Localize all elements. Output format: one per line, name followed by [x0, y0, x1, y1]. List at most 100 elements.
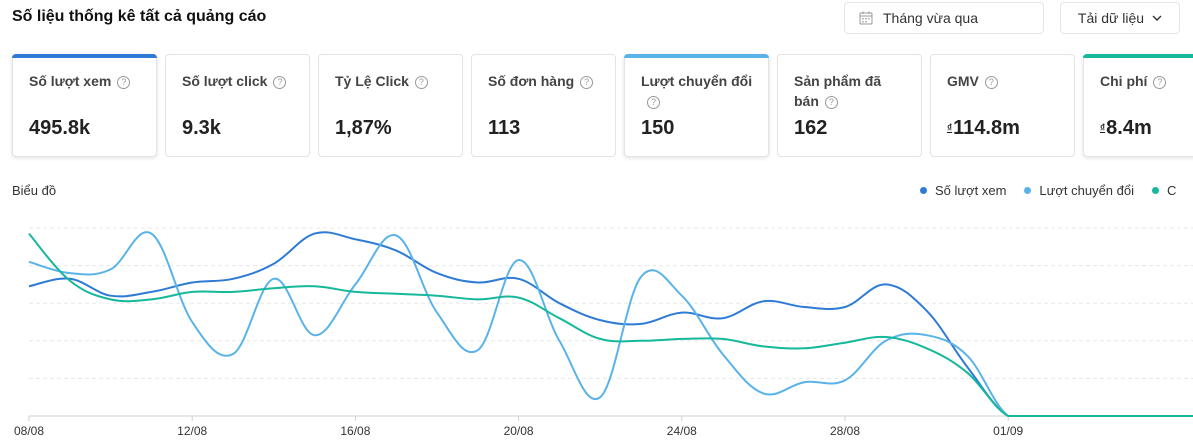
data-point[interactable]: [926, 310, 928, 312]
data-point[interactable]: [395, 235, 397, 237]
data-point[interactable]: [844, 306, 846, 308]
metric-card[interactable]: Sản phẩm đã bán? 162: [777, 54, 922, 157]
data-point[interactable]: [314, 233, 316, 235]
data-point[interactable]: [518, 278, 520, 280]
data-point[interactable]: [150, 298, 152, 300]
help-icon[interactable]: ?: [647, 96, 660, 109]
data-point[interactable]: [762, 300, 764, 302]
data-point[interactable]: [273, 263, 275, 265]
data-point[interactable]: [273, 287, 275, 289]
help-icon[interactable]: ?: [984, 76, 998, 89]
data-point[interactable]: [150, 233, 152, 235]
data-point[interactable]: [436, 272, 438, 274]
data-point[interactable]: [722, 338, 724, 340]
data-point[interactable]: [232, 353, 234, 355]
data-point[interactable]: [803, 381, 805, 383]
legend-item[interactable]: C: [1151, 183, 1176, 198]
data-point[interactable]: [640, 276, 642, 278]
data-point[interactable]: [191, 282, 193, 284]
data-point[interactable]: [477, 349, 479, 351]
help-icon[interactable]: ?: [414, 76, 428, 89]
data-point[interactable]: [926, 334, 928, 336]
data-point[interactable]: [558, 340, 560, 342]
data-point[interactable]: [640, 340, 642, 342]
data-point[interactable]: [966, 355, 968, 357]
metric-card[interactable]: Chi phí? ₫8.4m: [1083, 54, 1193, 157]
data-point[interactable]: [966, 366, 968, 368]
help-icon[interactable]: ?: [117, 76, 131, 89]
help-icon[interactable]: ?: [273, 76, 287, 89]
data-point[interactable]: [110, 295, 112, 297]
metric-card[interactable]: Số lượt xem? 495.8k: [12, 54, 157, 157]
metric-card[interactable]: Lượt chuyển đổi? 150: [624, 54, 769, 157]
data-point[interactable]: [314, 334, 316, 336]
legend-item[interactable]: Lượt chuyển đổi: [1024, 183, 1134, 198]
data-point[interactable]: [477, 282, 479, 284]
date-range-picker[interactable]: Tháng vừa qua: [844, 2, 1044, 34]
data-point[interactable]: [477, 298, 479, 300]
data-point[interactable]: [844, 379, 846, 381]
data-point[interactable]: [681, 312, 683, 314]
data-point[interactable]: [354, 238, 356, 240]
data-point[interactable]: [885, 336, 887, 338]
data-point[interactable]: [354, 283, 356, 285]
data-point[interactable]: [885, 340, 887, 342]
data-point[interactable]: [314, 285, 316, 287]
data-point[interactable]: [722, 353, 724, 355]
data-point[interactable]: [273, 278, 275, 280]
data-point[interactable]: [232, 291, 234, 293]
data-point[interactable]: [28, 285, 30, 287]
data-point[interactable]: [191, 321, 193, 323]
metric-card[interactable]: Tỷ Lệ Click? 1,87%: [318, 54, 463, 157]
data-point[interactable]: [558, 317, 560, 319]
data-point[interactable]: [966, 372, 968, 374]
metric-card[interactable]: GMV? ₫114.8m: [930, 54, 1075, 157]
data-point[interactable]: [436, 312, 438, 314]
help-icon[interactable]: ?: [580, 76, 594, 89]
metric-card[interactable]: Số lượt click? 9.3k: [165, 54, 310, 157]
data-point[interactable]: [722, 317, 724, 319]
data-point[interactable]: [681, 338, 683, 340]
data-point[interactable]: [762, 392, 764, 394]
legend-item[interactable]: Số lượt xem: [920, 183, 1006, 198]
data-point[interactable]: [395, 293, 397, 295]
data-point[interactable]: [354, 291, 356, 293]
data-point[interactable]: [110, 298, 112, 300]
data-point[interactable]: [1007, 415, 1009, 417]
data-point[interactable]: [1170, 415, 1172, 417]
data-point[interactable]: [150, 291, 152, 293]
data-point[interactable]: [926, 347, 928, 349]
data-point[interactable]: [191, 291, 193, 293]
data-point[interactable]: [1130, 415, 1132, 417]
data-point[interactable]: [28, 261, 30, 263]
card-value: 9.3k: [182, 117, 221, 140]
download-data-button[interactable]: Tải dữ liệu: [1060, 2, 1180, 34]
help-icon[interactable]: ?: [1153, 76, 1167, 89]
data-point[interactable]: [232, 278, 234, 280]
data-point[interactable]: [1048, 415, 1050, 417]
data-point[interactable]: [558, 302, 560, 304]
series-line: [28, 232, 1193, 418]
help-icon[interactable]: ?: [824, 96, 838, 109]
data-point[interactable]: [640, 323, 642, 325]
data-point[interactable]: [69, 272, 71, 274]
data-point[interactable]: [28, 233, 30, 235]
data-point[interactable]: [599, 338, 601, 340]
data-point[interactable]: [762, 345, 764, 347]
metric-card[interactable]: Số đơn hàng? 113: [471, 54, 616, 157]
data-point[interactable]: [681, 295, 683, 297]
data-point[interactable]: [518, 297, 520, 299]
data-point[interactable]: [395, 250, 397, 252]
series-line: [28, 231, 1193, 418]
data-point[interactable]: [1089, 415, 1091, 417]
data-point[interactable]: [803, 306, 805, 308]
data-point[interactable]: [844, 342, 846, 344]
data-point[interactable]: [803, 347, 805, 349]
data-point[interactable]: [69, 280, 71, 282]
data-point[interactable]: [599, 319, 601, 321]
data-point[interactable]: [518, 259, 520, 261]
data-point[interactable]: [436, 295, 438, 297]
data-point[interactable]: [599, 396, 601, 398]
data-point[interactable]: [885, 283, 887, 285]
data-point[interactable]: [110, 268, 112, 270]
